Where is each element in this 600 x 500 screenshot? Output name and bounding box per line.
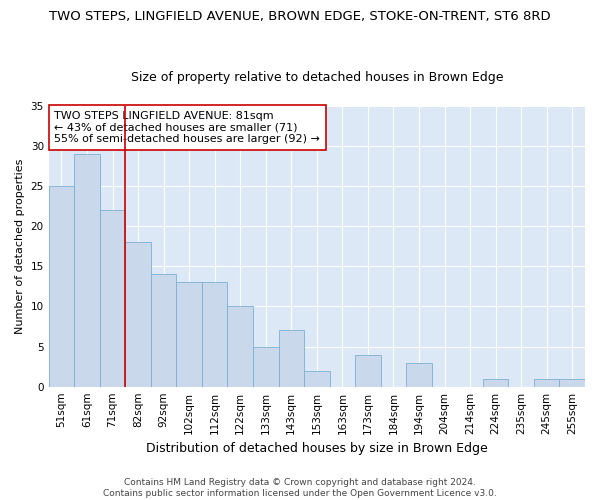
Bar (125, 242, 151, 386)
Bar (406, 362, 432, 386)
Bar (100, 210, 125, 386)
Bar (176, 282, 202, 387)
Bar (559, 378, 585, 386)
Bar (278, 330, 304, 386)
Bar (202, 282, 227, 387)
Bar (355, 354, 380, 386)
Bar (483, 378, 508, 386)
Bar (151, 274, 176, 386)
Title: Size of property relative to detached houses in Brown Edge: Size of property relative to detached ho… (131, 70, 503, 84)
Bar (49, 186, 74, 386)
Y-axis label: Number of detached properties: Number of detached properties (15, 158, 25, 334)
Bar (227, 306, 253, 386)
Text: TWO STEPS LINGFIELD AVENUE: 81sqm
← 43% of detached houses are smaller (71)
55% : TWO STEPS LINGFIELD AVENUE: 81sqm ← 43% … (54, 111, 320, 144)
Bar (534, 378, 559, 386)
Bar (74, 154, 100, 386)
Bar (304, 370, 329, 386)
Text: Contains HM Land Registry data © Crown copyright and database right 2024.
Contai: Contains HM Land Registry data © Crown c… (103, 478, 497, 498)
X-axis label: Distribution of detached houses by size in Brown Edge: Distribution of detached houses by size … (146, 442, 488, 455)
Text: TWO STEPS, LINGFIELD AVENUE, BROWN EDGE, STOKE-ON-TRENT, ST6 8RD: TWO STEPS, LINGFIELD AVENUE, BROWN EDGE,… (49, 10, 551, 23)
Bar (253, 346, 278, 387)
